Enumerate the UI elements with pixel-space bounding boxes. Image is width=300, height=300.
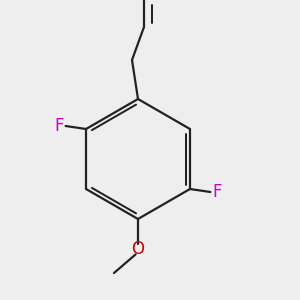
Text: F: F xyxy=(212,183,222,201)
Text: F: F xyxy=(54,117,64,135)
Text: O: O xyxy=(131,240,145,258)
